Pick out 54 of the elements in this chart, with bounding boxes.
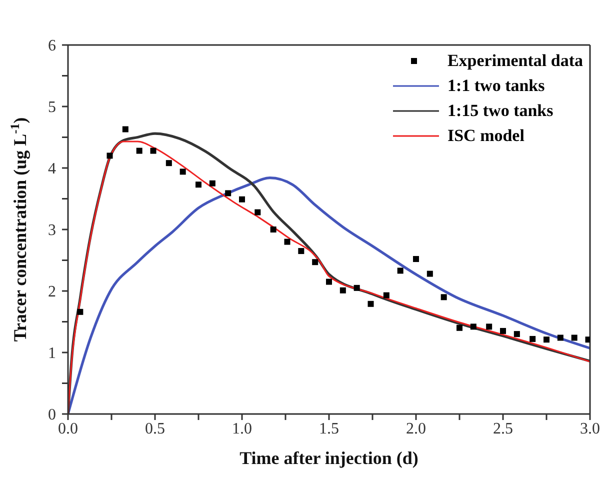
x-tick-label: 0.5 — [145, 420, 165, 438]
y-tick-label: 2 — [48, 284, 56, 301]
point — [326, 278, 332, 285]
point — [298, 248, 304, 254]
x-tick-label: 0.0 — [58, 420, 78, 438]
point — [397, 268, 404, 274]
point — [150, 148, 156, 154]
y-tick-label: 5 — [48, 99, 56, 116]
point — [180, 168, 186, 175]
point — [383, 292, 390, 298]
point — [514, 331, 520, 338]
point — [77, 308, 84, 315]
point — [368, 300, 374, 307]
point — [284, 238, 290, 245]
point — [136, 148, 142, 154]
point — [426, 270, 433, 277]
y-tick-label: 4 — [48, 160, 56, 178]
x-axis-title: Time after injection (d) — [240, 448, 418, 468]
legend-label: 1:1 two tanks — [447, 75, 545, 97]
point — [557, 334, 564, 341]
point — [196, 182, 202, 188]
legend-label: 1:15 two tanks — [447, 100, 554, 122]
point — [544, 336, 550, 343]
point — [122, 126, 128, 132]
point — [340, 287, 346, 294]
point — [440, 294, 447, 300]
y-tick-label: 0 — [48, 406, 56, 424]
point — [254, 209, 261, 216]
point — [106, 152, 113, 159]
point — [571, 334, 578, 341]
point — [239, 196, 245, 202]
point — [456, 324, 462, 331]
point — [166, 160, 172, 166]
legend-label: ISC model — [447, 125, 524, 147]
x-tick-label: 2.0 — [406, 420, 426, 438]
point — [470, 324, 476, 330]
y-tick-label: 3 — [48, 222, 56, 240]
point — [354, 284, 360, 291]
point — [500, 328, 506, 334]
y-tick-label: 6 — [48, 38, 56, 55]
x-tick-label: 1.0 — [232, 420, 252, 438]
point — [585, 336, 590, 343]
point — [209, 180, 216, 186]
point — [413, 256, 419, 262]
point — [486, 324, 492, 330]
x-tick-label: 1.5 — [319, 420, 339, 438]
point — [312, 259, 318, 266]
x-tick-label: 2.5 — [493, 420, 513, 438]
y-tick-label: 1 — [48, 345, 56, 362]
point — [530, 336, 536, 342]
point — [270, 226, 276, 232]
x-tick-label: 3.0 — [580, 420, 600, 438]
point — [225, 190, 232, 196]
legend-label: Experimental data — [447, 50, 583, 72]
